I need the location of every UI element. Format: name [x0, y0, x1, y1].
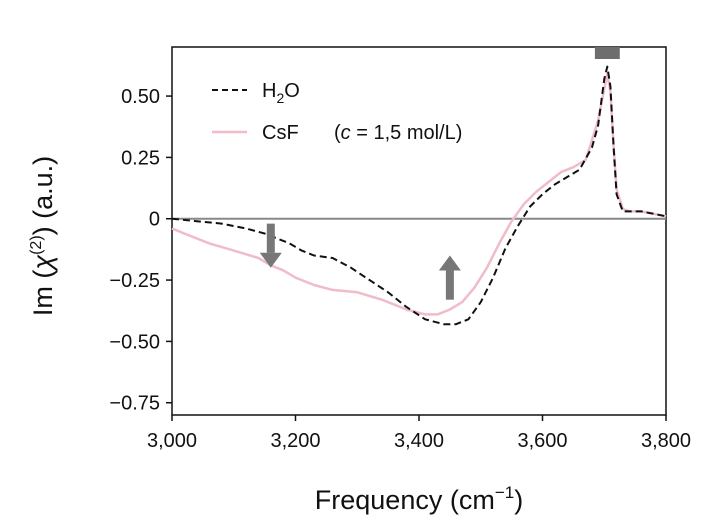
series-h2o-line [171, 65, 667, 326]
legend-csf-c: c [341, 122, 351, 144]
x-tick-label: 3,400 [394, 430, 444, 452]
legend-label-csf: CsF (c = 1,5 mol/L) [262, 122, 462, 144]
tick-group: 3,000 3,200 3,400 3,600 3,800 0.50 0.25 0 −0.25 −… [109, 86, 691, 452]
legend-h2o-main: H [262, 80, 276, 102]
arrow-up-shaft [445, 270, 454, 300]
legend-h2o-sub: 2 [276, 90, 284, 106]
x-axis-title-end: ) [514, 485, 523, 515]
y-tick-label: 0.50 [121, 86, 160, 108]
y-tick-label: 0.25 [121, 147, 160, 169]
plot-frame [171, 46, 667, 416]
y-axis-title: Im (χ(2)) (a.u.) [28, 156, 58, 316]
legend-csf-main: CsF [262, 122, 299, 144]
legend-csf-cond-open: ( [334, 122, 341, 144]
x-tick-label: 3,800 [641, 430, 691, 452]
y-axis-title-pre: Im ( [28, 270, 58, 317]
series-csf-line [171, 72, 667, 316]
x-axis-title-sup: −1 [495, 483, 514, 502]
arrow-up-head [438, 255, 461, 271]
y-tick-label: −0.50 [109, 331, 160, 353]
legend: H2O CsF (c = 1,5 mol/L) [212, 80, 462, 144]
arrow-down-head [259, 252, 282, 268]
highlight-band [594, 47, 620, 59]
x-tick-label: 3,200 [270, 430, 320, 452]
y-tick-label: 0 [149, 209, 160, 231]
x-tick-label: 3,000 [147, 430, 197, 452]
legend-csf-cond-rest: = 1,5 mol/L) [351, 122, 463, 144]
annotations [259, 47, 620, 300]
legend-h2o-end: O [284, 80, 300, 102]
x-tick-label: 3,600 [517, 430, 567, 452]
arrow-down-shaft [266, 223, 275, 253]
x-axis-title-main: Frequency (cm [315, 485, 495, 515]
y-tick-label: −0.75 [109, 393, 160, 415]
series-group [171, 65, 667, 326]
legend-label-h2o: H2O [262, 80, 300, 106]
plot-area [171, 46, 667, 416]
y-axis-title-post: ) (a.u.) [28, 156, 58, 236]
x-axis-title: Frequency (cm−1) [315, 483, 523, 515]
y-axis-title-chi: χ [28, 254, 58, 272]
y-tick-label: −0.25 [109, 270, 160, 292]
y-axis-title-sup: (2) [28, 235, 45, 255]
